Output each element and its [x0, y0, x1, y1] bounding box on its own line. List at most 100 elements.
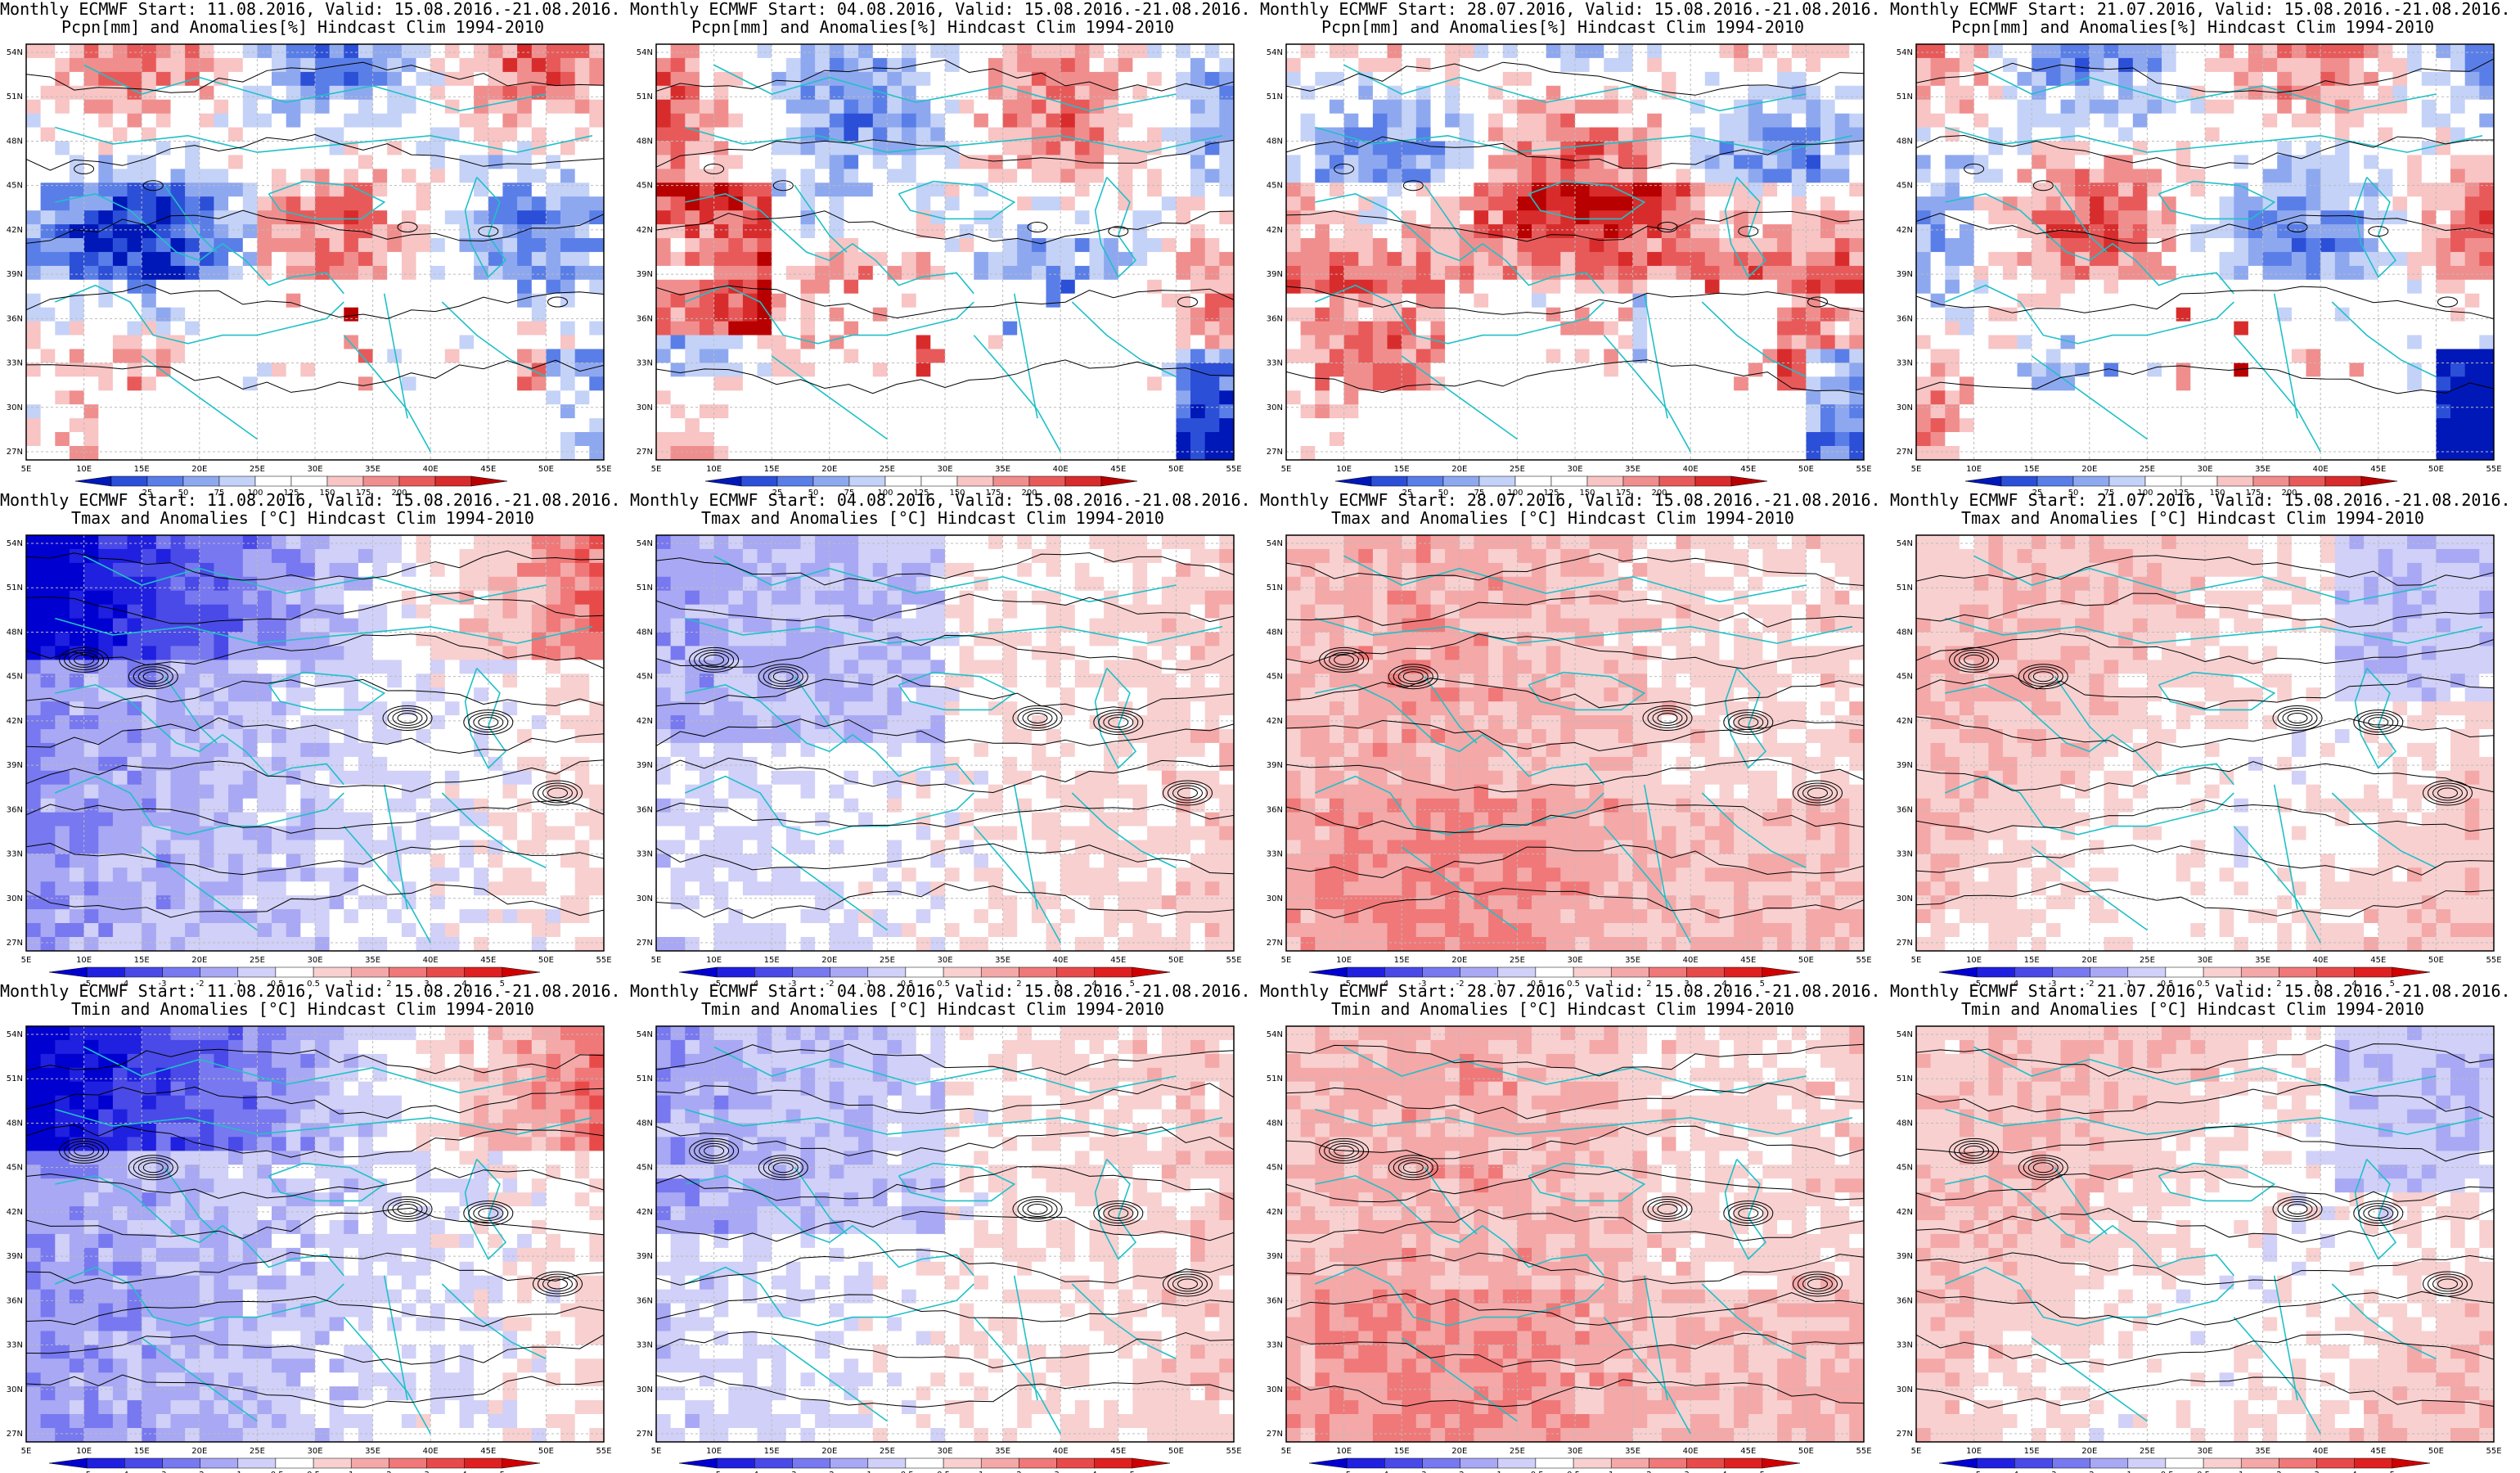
colorbar-label: 25 [2032, 489, 2043, 498]
lon-tick-label: 40E [423, 1447, 439, 1456]
anomaly-field [1916, 535, 2494, 951]
panel-title: Monthly ECMWF Start: 21.07.2016, Valid: … [1890, 0, 2511, 19]
anomaly-field [1286, 1026, 1864, 1442]
lat-tick-label: 27N [1267, 939, 1283, 948]
lon-tick-label: 55E [596, 1447, 611, 1456]
colorbar: -5 -4 -3 -2 -1 -0.5 0.5 1 2 3 4 5 [1938, 966, 2431, 989]
panel-subtitle: Tmin and Anomalies [°C] Hindcast Clim 19… [71, 999, 534, 1019]
map-frame [1915, 1025, 2495, 1443]
colorbar-swatch [2052, 966, 2090, 978]
lon-tick-label: 40E [1053, 1447, 1069, 1456]
colorbar-label: -2 [826, 1471, 835, 1473]
colorbar-label: 3 [1054, 980, 1059, 989]
colorbar-swatch [1100, 475, 1138, 487]
lat-tick-label: 54N [7, 539, 23, 548]
lat-tick-label: 39N [1267, 761, 1283, 770]
colorbar-label: -1 [1494, 980, 1502, 989]
contours [656, 1043, 1234, 1408]
map-panel: Monthly ECMWF Start: 28.07.2016, Valid: … [1260, 491, 1890, 989]
colorbar-swatch [1019, 1457, 1057, 1469]
colorbar-swatch [124, 1457, 163, 1469]
colorbar-swatch [704, 475, 742, 487]
colorbar-label: 4 [1722, 1471, 1727, 1473]
lon-tick-label: 10E [1966, 465, 1982, 474]
colorbar: -5 -4 -3 -2 -1 -0.5 0.5 1 2 3 4 5 [1308, 966, 1801, 989]
colorbar-label: 50 [808, 489, 819, 498]
colorbar-swatch [326, 475, 364, 487]
contours [1286, 61, 1864, 395]
lat-tick-label: 42N [1267, 717, 1283, 726]
colorbar-label: -2 [1456, 1471, 1465, 1473]
colorbar-swatch [426, 966, 465, 978]
colorbar-swatch [2354, 966, 2393, 978]
colorbar-swatch [1384, 966, 1423, 978]
lon-tick-label: 35E [365, 1447, 380, 1456]
colorbar-swatch [2014, 966, 2053, 978]
lat-tick-label: 39N [637, 761, 653, 770]
panel-title: Monthly ECMWF Start: 21.07.2016, Valid: … [1890, 981, 2511, 1001]
lon-tick-label: 10E [76, 1447, 92, 1456]
lon-tick-label: 50E [2428, 956, 2444, 965]
colorbar-swatch [776, 475, 814, 487]
lon-tick-label: 10E [706, 1447, 722, 1456]
lat-tick-label: 54N [637, 1030, 653, 1039]
lat-tick-label: 27N [1897, 448, 1913, 457]
graticule [1286, 44, 1864, 460]
map-frame [1915, 43, 2495, 461]
lon-tick-label: 5E [21, 956, 32, 965]
panel-subtitle: Pcpn[mm] and Anomalies[%] Hindcast Clim … [1951, 17, 2434, 37]
colorbar-swatch [1478, 475, 1516, 487]
colorbar-label: -1 [864, 980, 872, 989]
colorbar-label: 4 [1092, 980, 1097, 989]
lat-tick-label: 33N [1267, 1341, 1283, 1350]
contours [1916, 1043, 2494, 1409]
colorbar-swatch [2108, 475, 2146, 487]
lat-tick-label: 54N [7, 48, 23, 57]
colorbar-label: 2 [2276, 980, 2281, 989]
lon-tick-label: 40E [1683, 956, 1699, 965]
lat-tick-label: 42N [1897, 1208, 1913, 1217]
lon-tick-label: 20E [821, 465, 837, 474]
colorbar-swatch [1694, 475, 1732, 487]
colorbar-swatch [905, 966, 944, 978]
lon-tick-label: 20E [2081, 465, 2097, 474]
colorbar-label: 3 [424, 1471, 429, 1473]
anomaly-field [656, 535, 1234, 951]
lon-tick-label: 5E [1911, 956, 1922, 965]
lat-tick-label: 33N [637, 359, 653, 368]
lat-tick-label: 33N [1897, 359, 1913, 368]
panel-title: Monthly ECMWF Start: 21.07.2016, Valid: … [1890, 490, 2511, 510]
colorbar-swatch [2360, 475, 2398, 487]
map-panel: Monthly ECMWF Start: 11.08.2016, Valid: … [0, 491, 630, 989]
colorbar-label: -2 [196, 980, 205, 989]
colorbar-label: -0.5 [898, 980, 914, 989]
lon-tick-label: 55E [2486, 1447, 2501, 1456]
coastline [684, 555, 1223, 944]
colorbar: -5 -4 -3 -2 -1 -0.5 0.5 1 2 3 4 5 [1308, 1457, 1801, 1473]
lon-tick-label: 20E [1451, 465, 1467, 474]
lat-tick-label: 33N [1897, 850, 1913, 859]
panel-subtitle: Tmin and Anomalies [°C] Hindcast Clim 19… [1961, 999, 2424, 1019]
colorbar-swatch [86, 1457, 125, 1469]
colorbar-label: -1 [2124, 980, 2132, 989]
colorbar-swatch [2279, 1457, 2317, 1469]
lat-tick-label: 27N [7, 1430, 23, 1439]
colorbar-label: -4 [750, 1471, 758, 1473]
colorbar-label: -3 [1419, 1471, 1427, 1473]
coastline [1944, 555, 2483, 944]
lat-tick-label: 48N [1267, 137, 1283, 146]
anomaly-field [1916, 44, 2494, 460]
lon-tick-label: 25E [250, 1447, 265, 1456]
lat-tick-label: 39N [1267, 270, 1283, 279]
colorbar-label: 125 [2173, 489, 2189, 498]
colorbar-swatch [1056, 966, 1095, 978]
coastline [54, 555, 593, 944]
lon-tick-label: 10E [1336, 956, 1352, 965]
colorbar-label: 100 [247, 489, 263, 498]
lon-tick-label: 30E [937, 465, 952, 474]
colorbar-swatch [867, 966, 907, 978]
lat-tick-label: 42N [7, 226, 23, 235]
panel-subtitle: Pcpn[mm] and Anomalies[%] Hindcast Clim … [61, 17, 544, 37]
lat-tick-label: 30N [1267, 1385, 1283, 1394]
